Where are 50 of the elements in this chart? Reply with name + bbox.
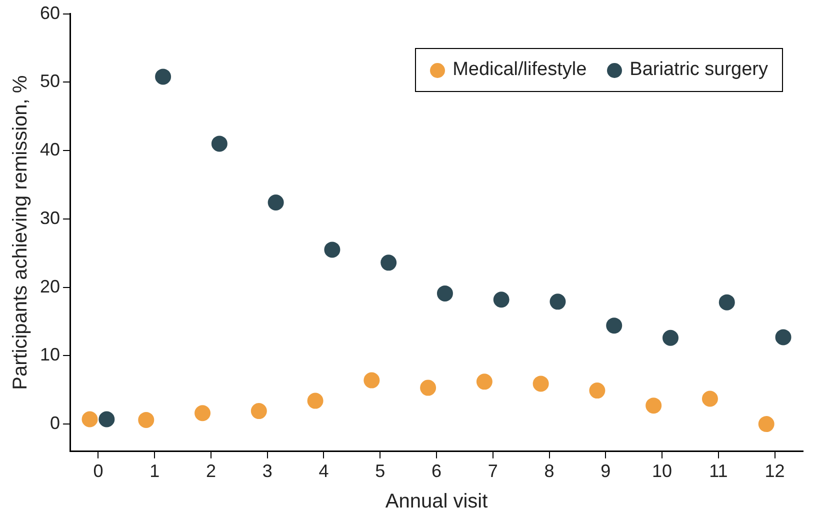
x-tick-label: 5 xyxy=(375,461,386,482)
y-axis-title: Participants achieving remission, % xyxy=(10,75,32,390)
point xyxy=(702,390,718,407)
legend-label: Bariatric surgery xyxy=(630,59,768,81)
point xyxy=(268,194,284,211)
y-tick-label: 10 xyxy=(40,344,60,365)
y-tick-label: 60 xyxy=(40,2,60,23)
point xyxy=(250,403,267,420)
point xyxy=(307,392,324,409)
point xyxy=(476,374,492,390)
x-tick-label: 2 xyxy=(206,461,216,482)
y-tick-label: 0 xyxy=(50,413,60,434)
x-tick-label: 9 xyxy=(600,461,611,482)
point xyxy=(606,318,622,334)
x-axis-title: Annual visit xyxy=(385,490,488,513)
point xyxy=(82,411,98,428)
point xyxy=(589,382,606,399)
x-tick-label: 0 xyxy=(93,461,104,482)
x-tick-label: 10 xyxy=(652,461,672,482)
x-tick-label: 4 xyxy=(318,461,329,482)
point xyxy=(532,376,549,392)
y-tick-label: 40 xyxy=(40,140,60,160)
x-tick-label: 1 xyxy=(150,461,160,482)
x-tick-label: 6 xyxy=(432,461,442,482)
point xyxy=(98,411,115,428)
x-tick-label: 12 xyxy=(764,461,785,482)
point xyxy=(718,294,735,310)
x-tick-label: 8 xyxy=(544,461,554,482)
point xyxy=(493,292,510,308)
point xyxy=(155,68,172,85)
point xyxy=(758,416,774,432)
y-tick-label: 50 xyxy=(40,71,60,92)
y-tick-label: 30 xyxy=(40,208,60,228)
legend-label: Medical/lifestyle xyxy=(452,59,587,81)
point xyxy=(775,329,792,346)
y-tick-label: 20 xyxy=(40,276,60,296)
point xyxy=(436,285,453,302)
point xyxy=(138,412,154,428)
point xyxy=(364,372,380,388)
point xyxy=(194,405,211,422)
point xyxy=(646,398,662,414)
x-tick-label: 3 xyxy=(262,461,272,482)
point xyxy=(324,242,340,258)
point xyxy=(420,380,436,396)
point xyxy=(550,294,566,310)
x-tick-label: 11 xyxy=(709,461,728,482)
x-tick-label: 7 xyxy=(488,461,498,482)
point xyxy=(380,254,397,271)
point xyxy=(662,330,678,346)
point xyxy=(211,136,228,152)
